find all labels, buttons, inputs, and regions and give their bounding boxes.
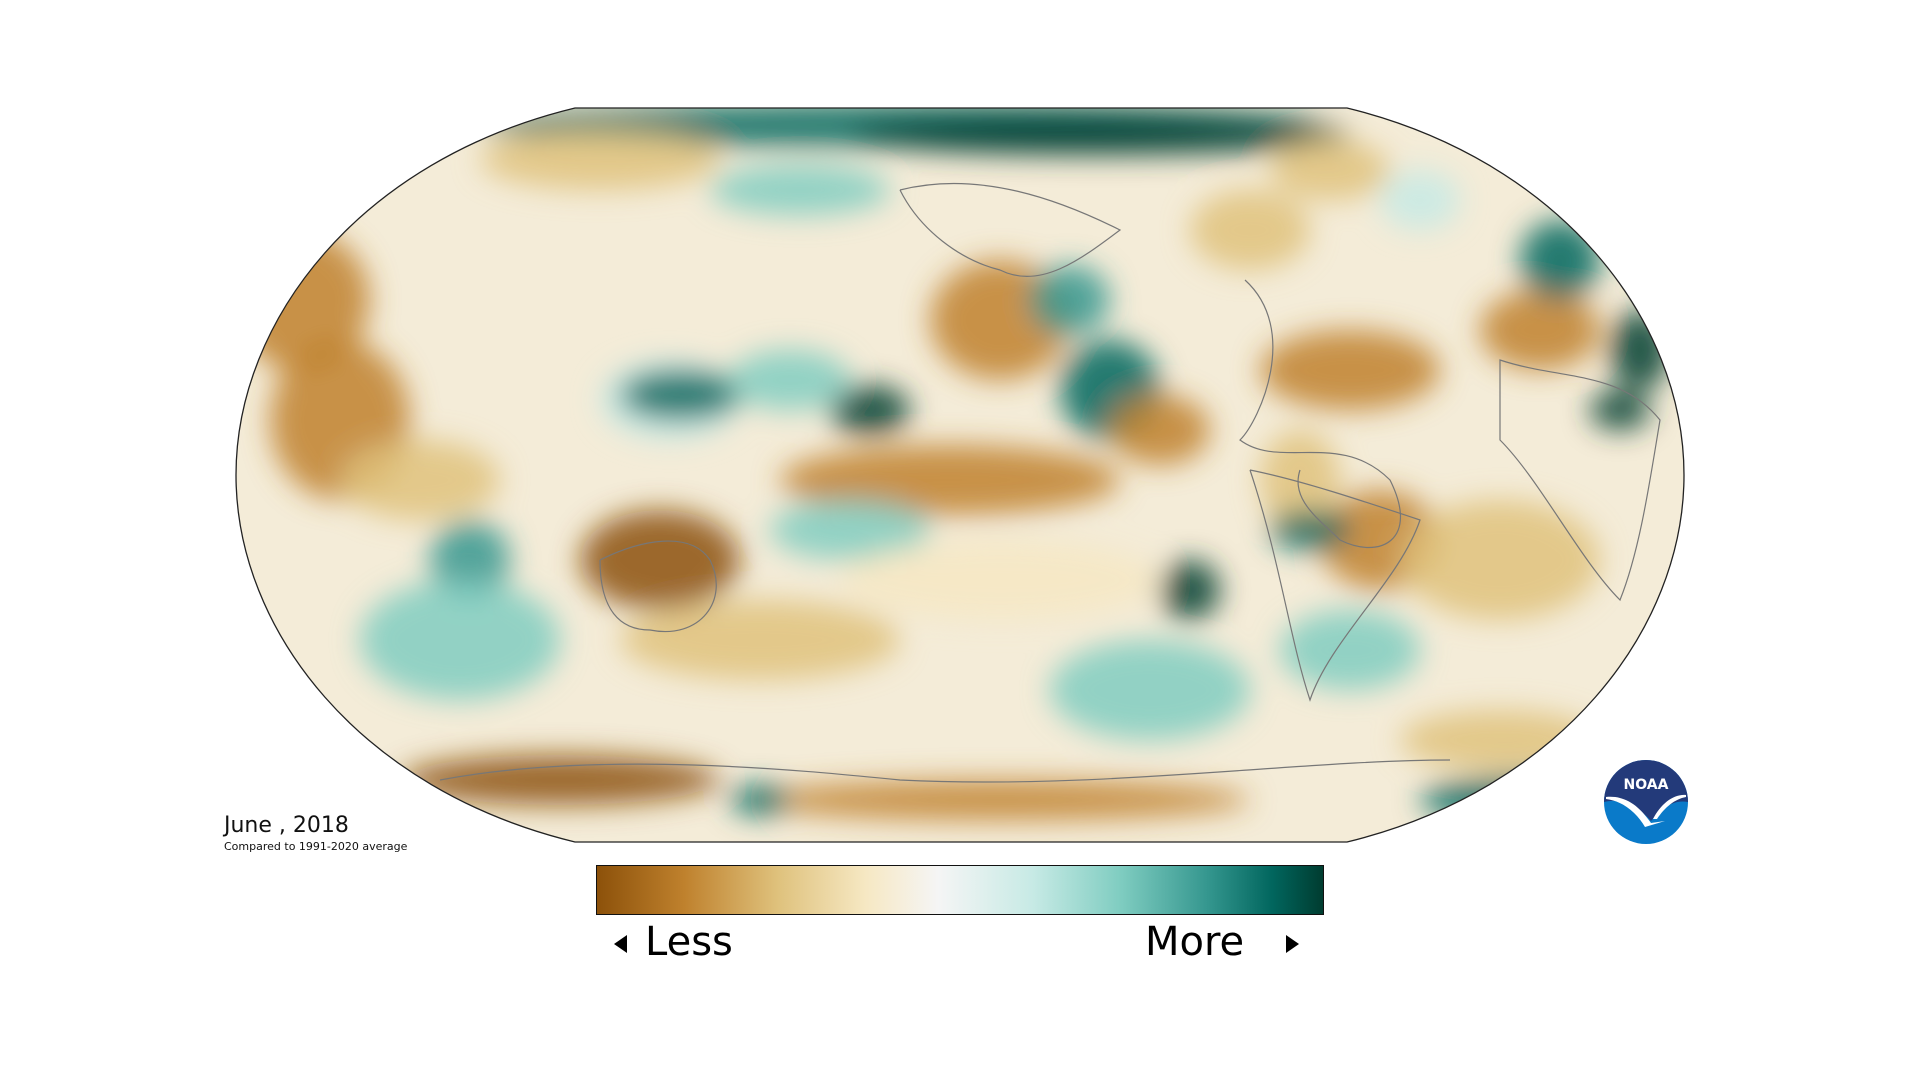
anomaly-region bbox=[580, 510, 740, 610]
anomaly-region bbox=[1380, 170, 1460, 230]
anomaly-region bbox=[1280, 610, 1420, 690]
map-border bbox=[235, 107, 1685, 843]
legend-less-label: Less bbox=[645, 919, 733, 965]
anomaly-region bbox=[1590, 390, 1650, 430]
anomaly-region bbox=[750, 780, 1250, 820]
anomaly-region bbox=[1480, 290, 1600, 370]
map-subtitle: Compared to 1991-2020 average bbox=[224, 840, 408, 853]
anomaly-region bbox=[400, 755, 720, 805]
anomaly-region bbox=[730, 350, 850, 410]
anomaly-region bbox=[620, 600, 900, 680]
anomaly-region bbox=[1400, 710, 1600, 770]
anomaly-region bbox=[1190, 190, 1310, 270]
anomaly-region bbox=[1110, 395, 1210, 465]
noaa-logo-text: NOAA bbox=[1624, 777, 1669, 793]
anomaly-region bbox=[780, 445, 1120, 515]
anomaly-region bbox=[430, 520, 510, 600]
arrow-right-icon bbox=[1286, 935, 1299, 953]
anomaly-region bbox=[1260, 330, 1440, 410]
anomaly-region bbox=[1520, 220, 1600, 300]
anomaly-region bbox=[830, 385, 910, 435]
anomaly-region bbox=[710, 165, 890, 215]
anomaly-region bbox=[1270, 140, 1390, 200]
anomaly-region bbox=[1400, 500, 1600, 620]
anomaly-region bbox=[1270, 510, 1350, 550]
anomaly-region bbox=[620, 370, 740, 420]
anomaly-region bbox=[340, 440, 500, 520]
coastlines bbox=[439, 182, 1661, 783]
anomaly-region bbox=[1030, 265, 1110, 335]
arrow-left-icon bbox=[614, 935, 627, 953]
anomaly-region bbox=[730, 785, 790, 815]
color-scale-bar bbox=[596, 865, 1324, 915]
anomaly-region bbox=[360, 580, 560, 700]
anomaly-region bbox=[1610, 310, 1670, 390]
anomaly-region bbox=[480, 130, 720, 190]
anomaly-region bbox=[1260, 430, 1340, 530]
map-date: June , 2018 bbox=[224, 813, 349, 838]
legend-more-label: More bbox=[1145, 919, 1245, 965]
anomaly-region bbox=[770, 500, 930, 560]
noaa-logo: NOAA bbox=[1604, 760, 1688, 844]
anomaly-region bbox=[1050, 640, 1250, 740]
anomaly-region bbox=[840, 540, 1160, 620]
anomaly-region bbox=[850, 115, 1350, 155]
anomaly-region bbox=[1160, 560, 1220, 620]
